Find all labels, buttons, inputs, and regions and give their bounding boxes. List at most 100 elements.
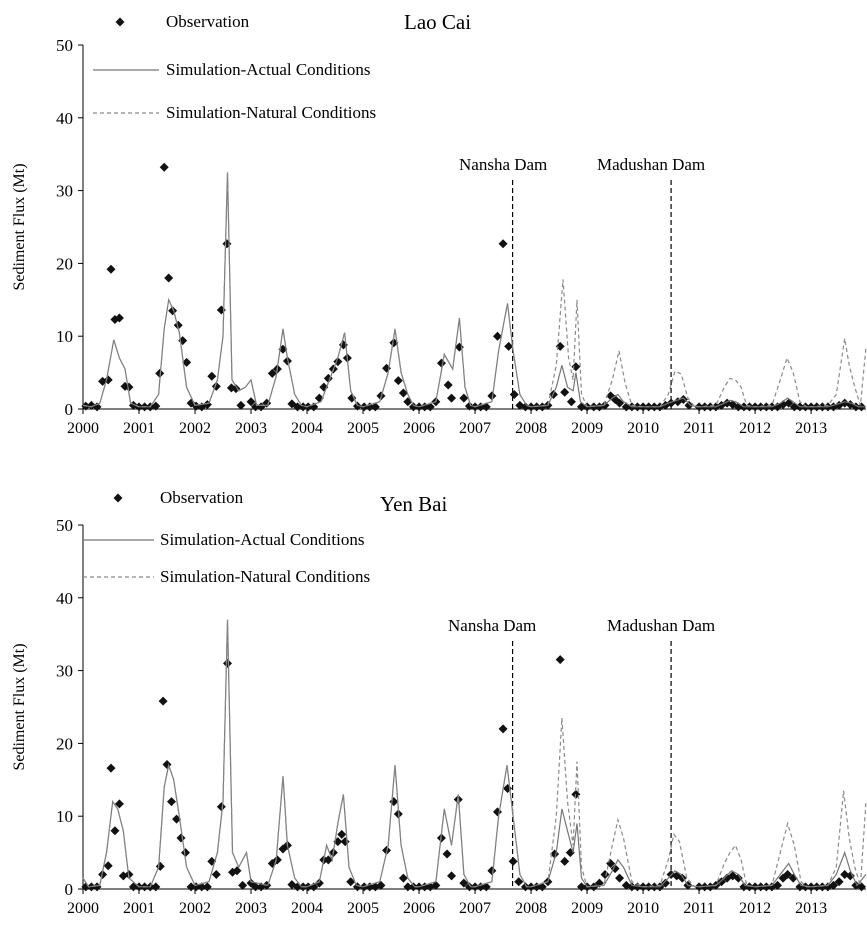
- observation-point: [114, 313, 124, 323]
- observation-point: [459, 878, 469, 888]
- y-tick-label: 20: [56, 254, 73, 273]
- observation-point: [508, 856, 518, 866]
- simulation-natural-line: [82, 172, 867, 408]
- x-tick-label: 2002: [179, 420, 211, 437]
- observation-point: [834, 877, 844, 887]
- observation-point: [560, 856, 570, 866]
- y-tick-label: 20: [56, 734, 73, 753]
- x-tick-label: 2012: [739, 420, 771, 437]
- observation-point: [124, 382, 134, 392]
- observation-point: [352, 882, 362, 892]
- dam-label: Nansha Dam: [448, 616, 536, 635]
- x-tick-label: 2000: [67, 900, 99, 917]
- observation-point: [393, 376, 403, 386]
- chart-title: Yen Bai: [380, 492, 447, 516]
- x-tick-label: 2006: [403, 420, 435, 437]
- observation-point: [431, 880, 441, 890]
- observation-point: [211, 869, 221, 879]
- observation-point: [323, 855, 333, 865]
- observation-point: [795, 882, 805, 892]
- observation-point: [216, 802, 226, 812]
- x-tick-label: 2002: [179, 900, 211, 917]
- x-tick-label: 2009: [571, 420, 603, 437]
- observation-point: [442, 849, 452, 859]
- legend-label: Simulation-Actual Conditions: [166, 60, 370, 79]
- chart-panel-2: 0 10 20 30 40 50 2000 2001 2002 2003 2004 2005 2006 2…: [11, 488, 867, 917]
- observation-point: [514, 877, 524, 887]
- observation-point: [337, 829, 347, 839]
- x-tick-label: 2011: [683, 900, 714, 917]
- observation-point: [164, 273, 174, 283]
- observation-point: [92, 882, 102, 892]
- observation-point: [745, 882, 755, 892]
- observation-point: [498, 724, 508, 734]
- observation-point: [678, 395, 688, 405]
- observation-point: [576, 882, 586, 892]
- observation-point: [447, 871, 457, 881]
- observation-point: [520, 882, 530, 892]
- observation-point: [829, 880, 839, 890]
- observation-point: [81, 882, 91, 892]
- y-tick-label: 30: [56, 662, 73, 681]
- observation-point: [857, 882, 867, 892]
- observation-point: [716, 877, 726, 887]
- observation-point: [403, 882, 413, 892]
- observation-point: [739, 882, 749, 892]
- x-tick-label: 2006: [403, 900, 435, 917]
- observation-point: [566, 397, 576, 407]
- observation-point: [222, 239, 232, 249]
- x-tick-label: 2003: [235, 420, 267, 437]
- x-tick-label: 2011: [683, 420, 714, 437]
- observation-point: [314, 878, 324, 888]
- legend-label: Simulation-Natural Conditions: [160, 567, 370, 586]
- observation-point: [110, 826, 120, 836]
- observation-point: [398, 388, 408, 398]
- observation-point: [817, 882, 827, 892]
- legend-label: Observation: [160, 488, 244, 507]
- observation-point: [158, 696, 168, 706]
- observation-point: [845, 871, 855, 881]
- observation-point: [509, 389, 519, 399]
- observation-point: [408, 402, 418, 412]
- observation-point: [151, 882, 161, 892]
- x-tick-label: 2008: [515, 420, 547, 437]
- observation-point: [615, 398, 625, 408]
- x-tick-label: 2001: [123, 900, 155, 917]
- observation-point: [159, 162, 169, 172]
- observation-point: [773, 880, 783, 890]
- observation-point: [182, 357, 192, 367]
- observation-point: [464, 882, 474, 892]
- simulation-actual-line: [82, 619, 867, 888]
- observation-point: [173, 320, 183, 330]
- legend-observation-marker: [115, 17, 125, 27]
- observation-point: [114, 799, 124, 809]
- observation-point: [783, 869, 793, 879]
- observation-point: [571, 362, 581, 372]
- observation-point: [256, 402, 266, 412]
- observation-point: [436, 358, 446, 368]
- observation-point: [492, 807, 502, 817]
- y-axis-label: Sediment Flux (Mt): [11, 163, 28, 290]
- x-tick-label: 2013: [795, 900, 827, 917]
- x-tick-label: 2013: [795, 420, 827, 437]
- observation-point: [232, 866, 242, 876]
- simulation-actual-line: [82, 172, 866, 408]
- dam-label: Madushan Dam: [597, 155, 705, 174]
- x-tick-label: 2012: [739, 900, 771, 917]
- observation-point: [236, 400, 246, 410]
- simulation-natural-line: [82, 619, 867, 888]
- x-tick-label: 2000: [67, 420, 99, 437]
- dam-label: Madushan Dam: [607, 616, 715, 635]
- observation-point: [151, 401, 161, 411]
- observation-point: [733, 873, 743, 883]
- observation-point: [459, 393, 469, 403]
- observation-point: [555, 655, 565, 665]
- observation-point: [520, 402, 530, 412]
- observation-point: [632, 882, 642, 892]
- observation-point: [352, 401, 362, 411]
- y-tick-label: 50: [56, 36, 73, 55]
- observation-point: [398, 873, 408, 883]
- x-tick-label: 2005: [347, 900, 379, 917]
- x-tick-label: 2005: [347, 420, 379, 437]
- x-tick-label: 2010: [627, 420, 659, 437]
